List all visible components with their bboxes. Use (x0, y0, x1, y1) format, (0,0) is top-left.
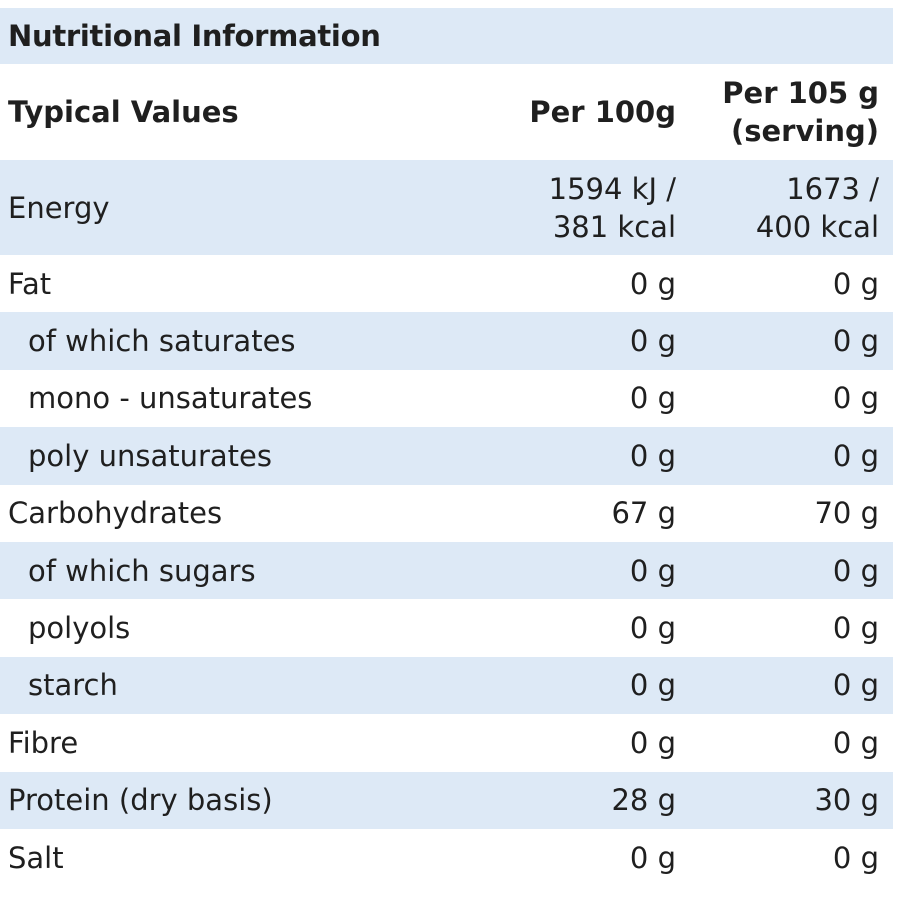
row-value-per-serving: 0 g (690, 369, 893, 428)
row-value-per-serving: 0 g (690, 427, 893, 485)
table-row: Salt 0 g 0 g (0, 828, 893, 887)
row-label: Fat (0, 255, 490, 313)
row-value-per-100g: 0 g (490, 714, 690, 772)
row-value-per-100g: 67 g (490, 484, 690, 542)
row-value-per-serving: 0 g (690, 312, 893, 370)
header-typical-values: Typical Values (0, 64, 490, 160)
row-label: starch (0, 656, 490, 715)
row-label: Salt (0, 828, 490, 887)
nutrition-table: Typical Values Per 100g Per 105 g (servi… (0, 64, 893, 887)
row-label: of which saturates (0, 312, 490, 370)
table-row-energy: Energy 1594 kJ / 381 kcal 1673 / 400 kca… (0, 160, 893, 255)
row-value-per-serving: 0 g (690, 599, 893, 657)
row-value-per-100g: 0 g (490, 255, 690, 313)
energy-per-100g-line1: 1594 kJ / (548, 171, 676, 206)
row-value-per-serving: 0 g (690, 541, 893, 600)
row-label: Fibre (0, 714, 490, 772)
row-value-per-100g: 0 g (490, 369, 690, 428)
energy-per-100g-line2: 381 kcal (552, 209, 676, 244)
table-row: of which sugars 0 g 0 g (0, 541, 893, 600)
row-value-per-serving: 30 g (690, 771, 893, 829)
row-value-per-serving: 1673 / 400 kcal (690, 160, 893, 255)
table-row: Protein (dry basis) 28 g 30 g (0, 771, 893, 829)
table-row: starch 0 g 0 g (0, 656, 893, 715)
table-row: Carbohydrates 67 g 70 g (0, 484, 893, 542)
row-value-per-serving: 0 g (690, 828, 893, 887)
row-label: poly unsaturates (0, 427, 490, 485)
energy-per-serving-line2: 400 kcal (755, 209, 879, 244)
row-value-per-100g: 0 g (490, 599, 690, 657)
row-value-per-100g: 0 g (490, 427, 690, 485)
nutrition-panel: Nutritional Information Typical Values P… (0, 8, 893, 887)
table-row: poly unsaturates 0 g 0 g (0, 427, 893, 485)
row-label: mono - unsaturates (0, 369, 490, 428)
row-value-per-100g: 28 g (490, 771, 690, 829)
row-value-per-100g: 0 g (490, 828, 690, 887)
energy-per-serving-line1: 1673 / (786, 171, 879, 206)
table-title: Nutritional Information (0, 8, 893, 64)
table-row: mono - unsaturates 0 g 0 g (0, 369, 893, 428)
header-per-100g: Per 100g (490, 64, 690, 160)
row-label: Protein (dry basis) (0, 771, 490, 829)
header-per-serving: Per 105 g (serving) (690, 64, 893, 160)
table-row: Fibre 0 g 0 g (0, 714, 893, 772)
row-value-per-serving: 0 g (690, 255, 893, 313)
table-row: Fat 0 g 0 g (0, 255, 893, 313)
row-value-per-100g: 0 g (490, 656, 690, 715)
table-row: of which saturates 0 g 0 g (0, 312, 893, 370)
header-per-serving-line1: Per 105 g (722, 76, 879, 110)
row-value-per-serving: 70 g (690, 484, 893, 542)
row-value-per-100g: 0 g (490, 541, 690, 600)
row-value-per-serving: 0 g (690, 714, 893, 772)
row-label: of which sugars (0, 541, 490, 600)
header-per-serving-line2: (serving) (731, 114, 879, 148)
row-value-per-100g: 1594 kJ / 381 kcal (490, 160, 690, 255)
row-label: Energy (0, 160, 490, 255)
row-value-per-100g: 0 g (490, 312, 690, 370)
table-row: polyols 0 g 0 g (0, 599, 893, 657)
header-row: Typical Values Per 100g Per 105 g (servi… (0, 64, 893, 160)
row-value-per-serving: 0 g (690, 656, 893, 715)
row-label: Carbohydrates (0, 484, 490, 542)
row-label: polyols (0, 599, 490, 657)
